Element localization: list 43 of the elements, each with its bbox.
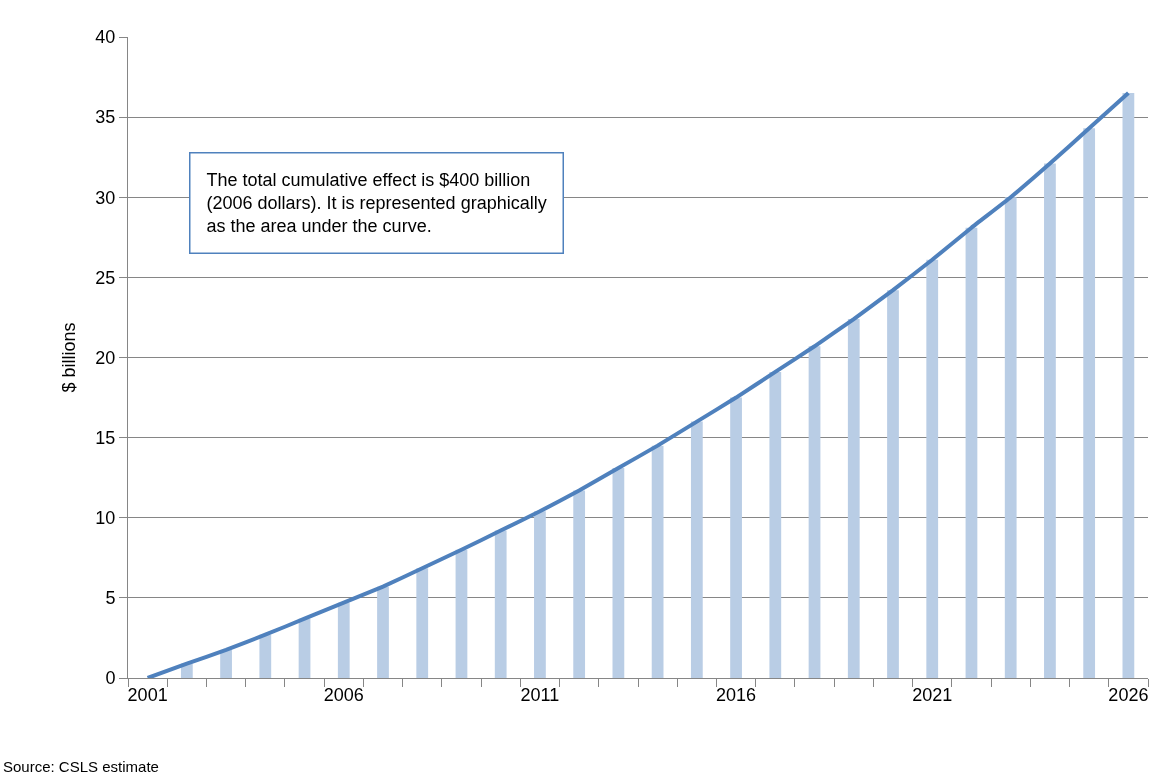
bar xyxy=(690,421,703,678)
bar xyxy=(847,319,860,678)
y-tick-label: 0 xyxy=(105,668,116,689)
x-tick-label: 2001 xyxy=(127,684,168,705)
x-tick-label: 2016 xyxy=(716,684,757,705)
bar xyxy=(534,511,546,678)
bar xyxy=(377,586,389,678)
bar xyxy=(769,371,782,678)
source-note: Source: CSLS estimate xyxy=(3,758,159,775)
x-tick-label: 2021 xyxy=(912,684,953,705)
bar xyxy=(573,490,586,678)
bar xyxy=(730,397,742,678)
bar xyxy=(808,346,821,678)
y-tick-label: 15 xyxy=(95,427,116,448)
y-tick-label: 35 xyxy=(95,107,116,128)
x-tick-label: 2006 xyxy=(323,684,364,705)
bar xyxy=(455,549,468,678)
bar xyxy=(259,634,272,678)
bar xyxy=(1004,197,1017,678)
bar xyxy=(337,602,350,678)
y-tick-label: 40 xyxy=(95,27,116,48)
x-tick-label: 2011 xyxy=(520,684,560,705)
bar xyxy=(887,290,899,678)
bar xyxy=(1083,128,1096,678)
y-tick-label: 25 xyxy=(95,267,116,288)
bar xyxy=(612,468,625,678)
y-tick-label: 20 xyxy=(95,347,116,368)
bar xyxy=(965,227,978,678)
y-tick-label: 30 xyxy=(95,187,116,208)
line-series xyxy=(145,91,1131,678)
bar xyxy=(298,618,311,678)
y-tick-label: 5 xyxy=(105,588,116,609)
y-tick-label: 10 xyxy=(95,508,116,529)
annotation: The total cumulative effect is $400 billion (2006 dollars). It is represented graphically as the area under the curve. xyxy=(206,169,547,237)
bar xyxy=(220,649,232,678)
bar xyxy=(416,568,429,678)
bar xyxy=(926,259,939,678)
y-axis-title: $ billions xyxy=(58,322,79,393)
bar xyxy=(494,530,507,678)
bar xyxy=(1044,163,1056,678)
x-tick-label: 2026 xyxy=(1108,684,1149,705)
bar xyxy=(651,445,664,678)
bar xyxy=(1122,93,1135,678)
